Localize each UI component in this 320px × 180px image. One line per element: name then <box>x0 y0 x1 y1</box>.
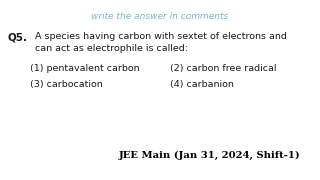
Text: (3) carbocation: (3) carbocation <box>30 80 103 89</box>
Text: (1) pentavalent carbon: (1) pentavalent carbon <box>30 64 140 73</box>
Text: can act as electrophile is called:: can act as electrophile is called: <box>35 44 188 53</box>
Text: write the answer in comments: write the answer in comments <box>92 12 228 21</box>
Text: A species having carbon with sextet of electrons and: A species having carbon with sextet of e… <box>35 32 287 41</box>
Text: JEE Main (Jan 31, 2024, Shift-1): JEE Main (Jan 31, 2024, Shift-1) <box>119 151 301 160</box>
Text: (4) carbanion: (4) carbanion <box>170 80 234 89</box>
Text: Q5.: Q5. <box>8 32 28 42</box>
Text: (2) carbon free radical: (2) carbon free radical <box>170 64 276 73</box>
